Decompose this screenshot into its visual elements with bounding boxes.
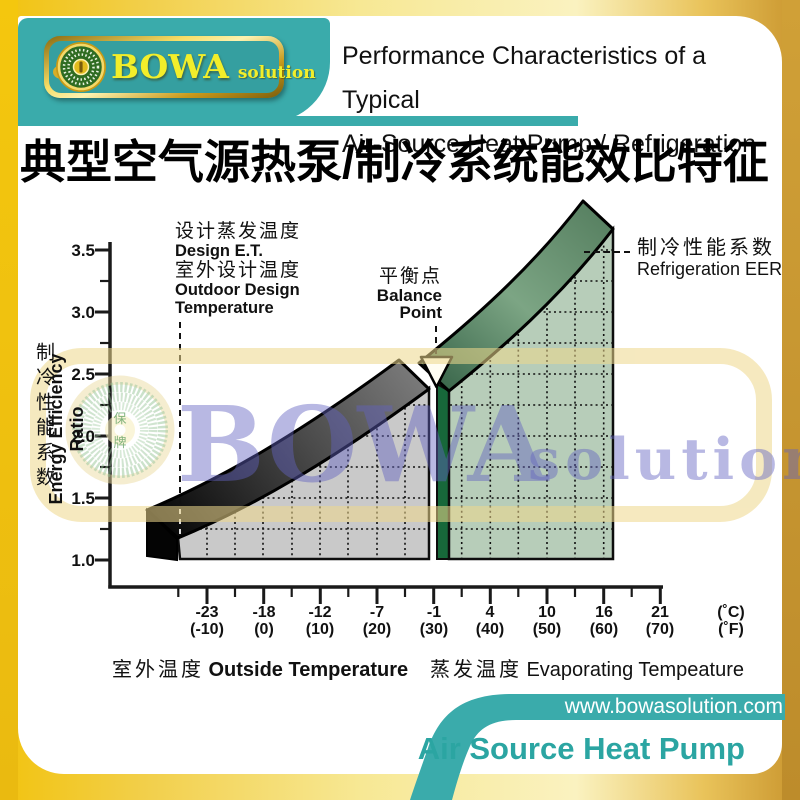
watermark: 保 牌 BOWA solution [30,348,800,522]
gold-frame-left [0,0,18,800]
x-tick-label: 4 (40) [475,604,505,638]
x-axis-caption-right: 蒸发温度 Evaporating Tempeature [430,659,745,681]
logo-brand-text: BOWA [111,47,229,86]
x-tick-label: -23 (-10) [190,604,224,638]
y-tick-label: 3.5 [71,241,95,260]
footer-url[interactable]: www.bowasolution.com [564,695,783,718]
logo-coin-icon [52,39,108,95]
refrigeration-eer-annotation: 制冷性能系数 Refrigeration EER [637,237,783,279]
balance-point-annotation: 平衡点 Balance Point [376,266,442,322]
y-axis-title-en: Energy Efficiency Ratio [46,353,87,505]
y-tick-label: 1.0 [71,551,95,570]
axes [95,242,663,604]
main-title-cn: 典型空气源热泵/制冷系统能效比特征 [20,136,769,188]
x-tick-label: 16 (60) [589,604,619,638]
logo-background: BOWA solution [18,18,330,122]
watermark-suffix-text: solution [528,426,800,493]
design-temp-annotation: 设计蒸发温度 Design E.T. 室外设计温度 Outdoor Design… [175,221,302,317]
gold-frame-right [782,0,800,800]
x-tick-label: -1 (30) [419,604,449,638]
logo-frame: BOWA solution [44,36,316,98]
watermark-seal-char-bottom: 牌 [113,435,126,450]
x-tick-label: -7 (20) [362,604,392,638]
x-tick-label: 21 (70) [645,604,675,638]
y-axis-title-cn: 制冷性能系数 [33,342,54,492]
x-tick-label: -18 (0) [252,604,276,638]
footer-swoosh [410,694,785,800]
refrigeration-series-area [417,199,615,561]
y-tick-label: 1.5 [71,489,95,508]
x-tick-label: -12 (10) [305,604,335,638]
y-tick-label: 2.5 [71,365,95,384]
watermark-seal-icon: 保 牌 [65,375,175,485]
page-title-line1: Performance Characteristics of a Typical [342,42,707,114]
page-title-line2: Air-Source Heat Pump / Refrigeration [342,130,757,158]
x-axis-caption-left: 室外温度 Outside Temperature [112,659,409,681]
y-tick-label: 2.0 [71,427,95,446]
x-tick-label: 10 (50) [532,604,562,638]
watermark-seal-char-top: 保 [113,411,126,426]
logo-suffix-text: solution [237,63,316,83]
header-divider [18,116,578,126]
watermark-brand-text: BOWA [177,383,550,506]
x-axis-units: (˚C) (˚F) [717,604,745,638]
y-tick-label: 3.0 [71,303,95,322]
footer-caption: Air Source Heat Pump [417,731,745,766]
page-title: Performance Characteristics of a Typical… [342,34,782,166]
heating-ribbon-endcap [146,507,178,562]
